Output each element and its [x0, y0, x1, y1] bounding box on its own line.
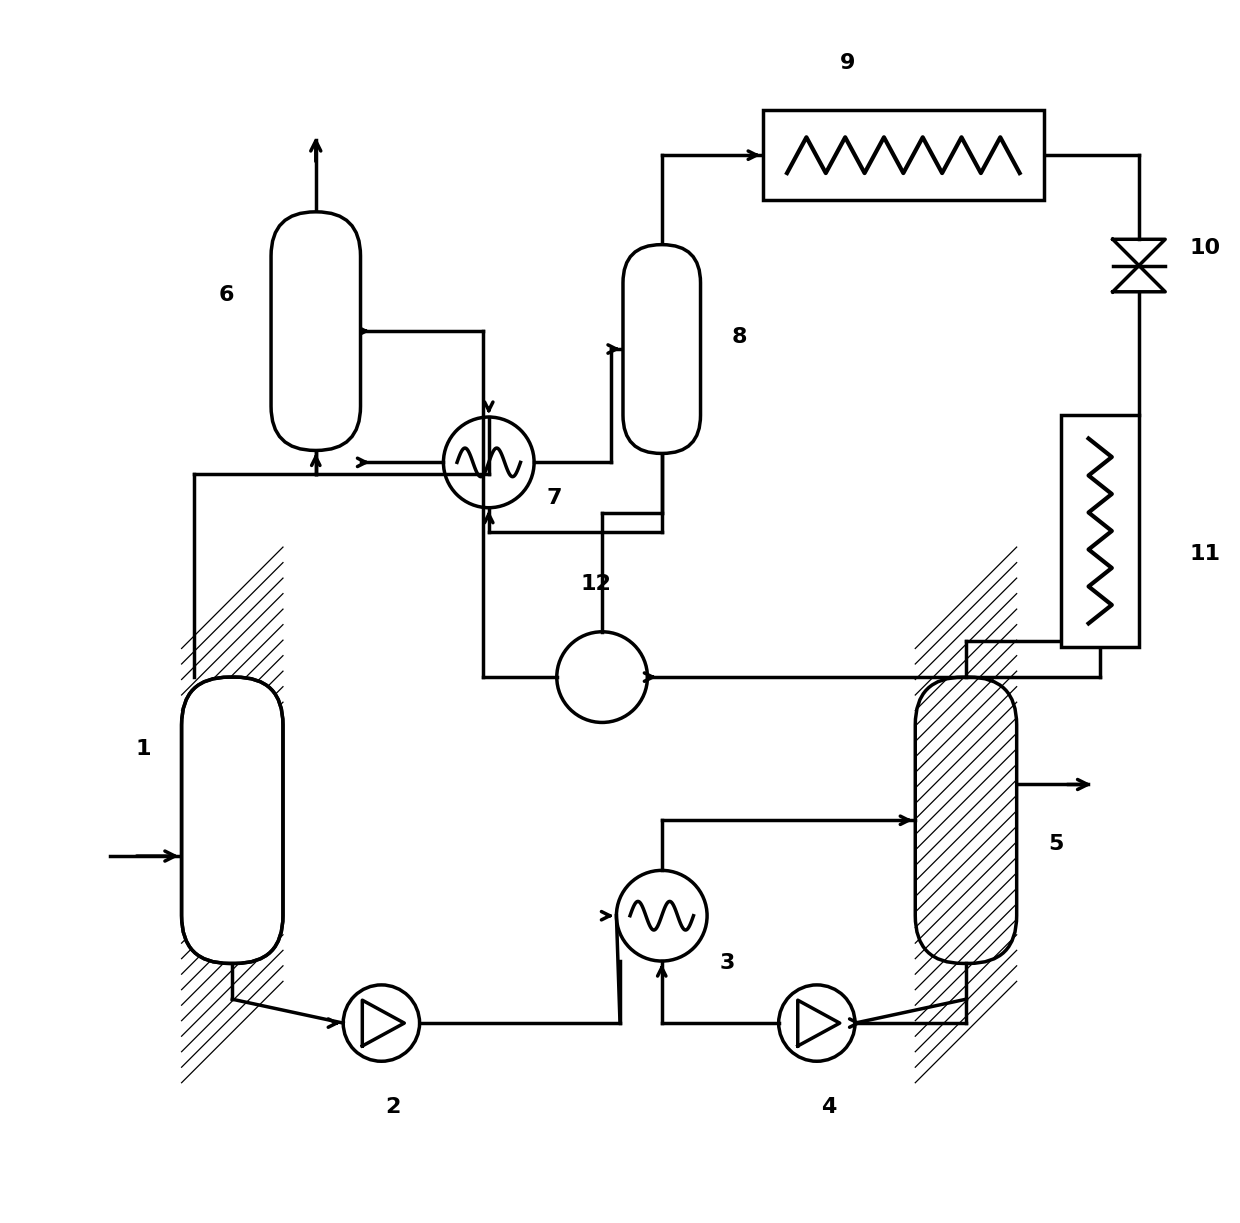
Text: 11: 11 [1189, 544, 1220, 564]
Text: 9: 9 [839, 53, 854, 72]
FancyBboxPatch shape [622, 245, 701, 454]
Bar [181, 736, 283, 904]
Text: 1: 1 [135, 739, 150, 758]
Bar [1061, 415, 1140, 647]
Text: 6: 6 [218, 285, 234, 306]
Text: 10: 10 [1189, 237, 1220, 258]
Text: 12: 12 [580, 574, 611, 594]
Text: 4: 4 [821, 1097, 837, 1117]
Text: 7: 7 [547, 488, 562, 509]
Bar [763, 110, 1044, 199]
Text: 2: 2 [386, 1097, 401, 1117]
Bar [915, 736, 1017, 904]
Text: 5: 5 [1048, 834, 1063, 854]
FancyBboxPatch shape [272, 212, 361, 450]
Text: 8: 8 [732, 327, 746, 347]
Text: 3: 3 [719, 954, 735, 974]
FancyBboxPatch shape [181, 678, 283, 964]
